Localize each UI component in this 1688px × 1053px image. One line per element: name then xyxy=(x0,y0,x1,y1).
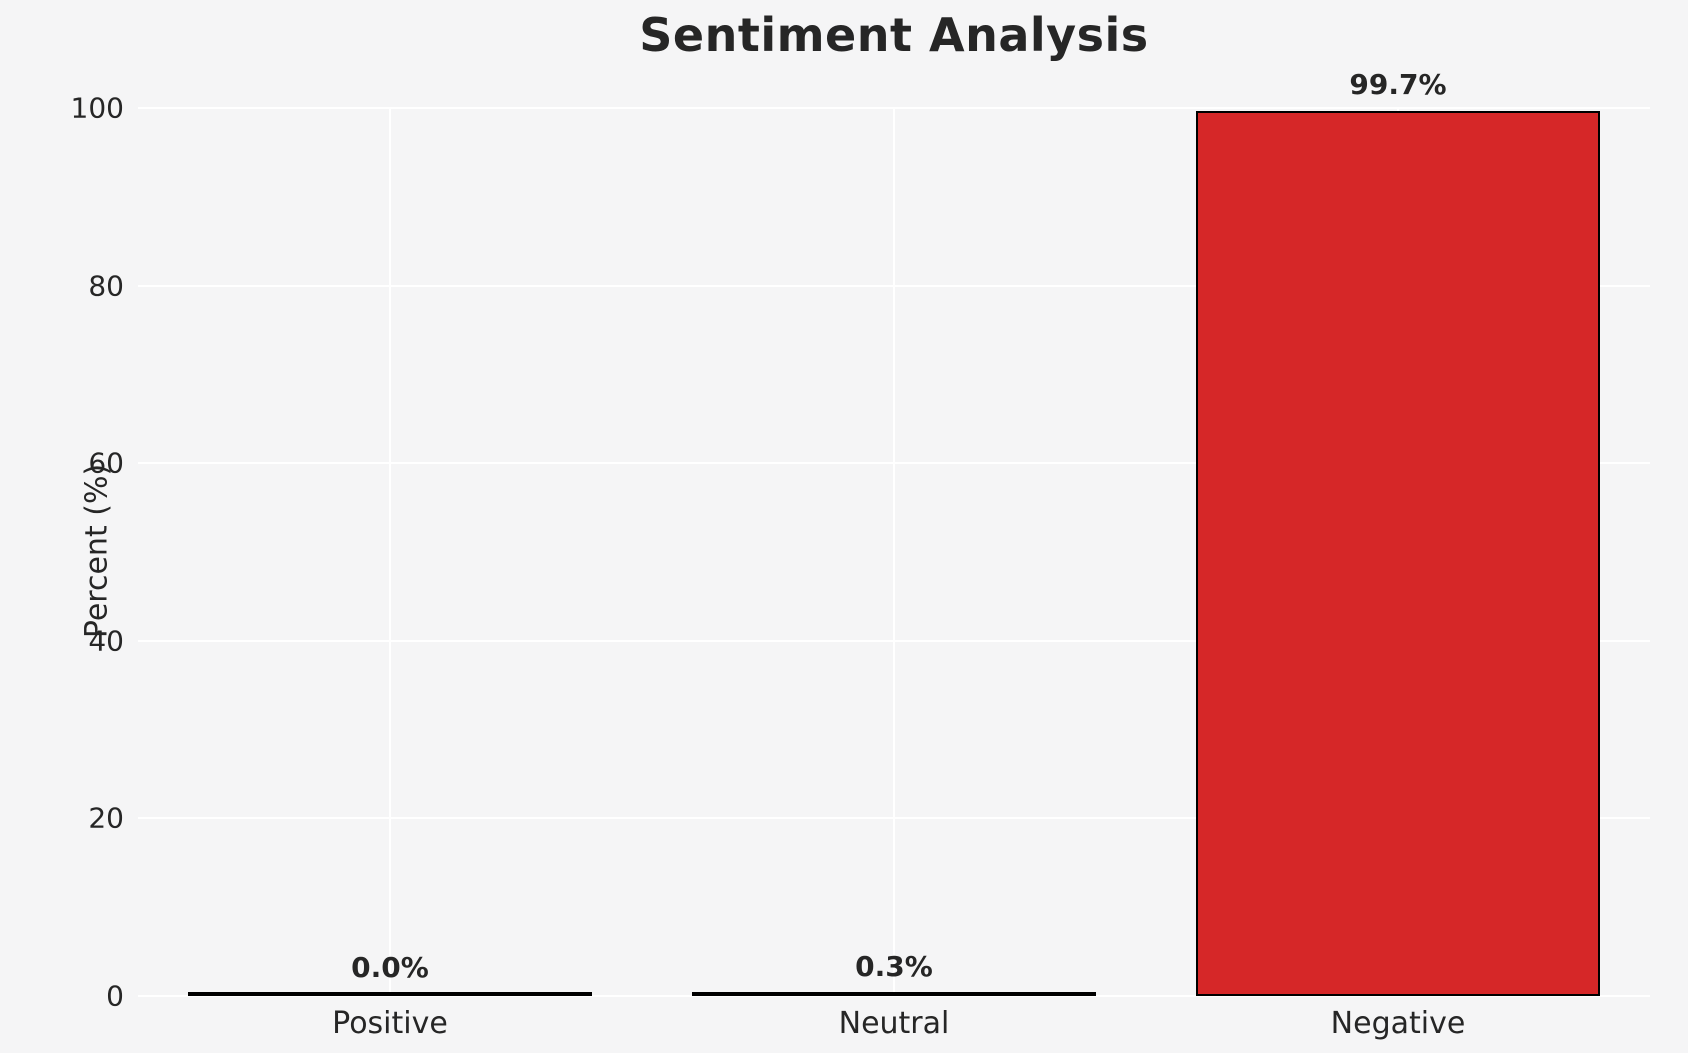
y-tick-label: 0 xyxy=(106,979,124,1013)
y-tick-label: 40 xyxy=(88,624,124,658)
bar-value-label: 99.7% xyxy=(1349,67,1447,101)
y-axis-label: Percent (%) xyxy=(79,463,115,639)
bar-value-label: 0.0% xyxy=(351,951,429,984)
y-gridline xyxy=(138,995,1650,997)
y-tick-label: 20 xyxy=(88,801,124,835)
chart-title: Sentiment Analysis xyxy=(639,8,1149,62)
bar-neutral xyxy=(692,992,1096,996)
x-tick-label: Neutral xyxy=(838,1006,950,1041)
x-gridline xyxy=(389,108,391,996)
plot-area: 0 20 40 60 80 100 0.0% Positive 0.3% Neutral 99.7%… xyxy=(71,68,1650,1041)
bar-positive xyxy=(188,992,592,996)
x-tick-label: Positive xyxy=(332,1006,448,1041)
y-tick-label: 60 xyxy=(88,446,124,480)
x-tick-label: Negative xyxy=(1330,1006,1466,1041)
bar-negative xyxy=(1196,110,1600,996)
x-gridline xyxy=(893,108,895,996)
y-tick-label: 80 xyxy=(88,269,124,303)
y-tick-label: 100 xyxy=(70,91,124,125)
bar-value-label: 0.3% xyxy=(855,950,933,984)
